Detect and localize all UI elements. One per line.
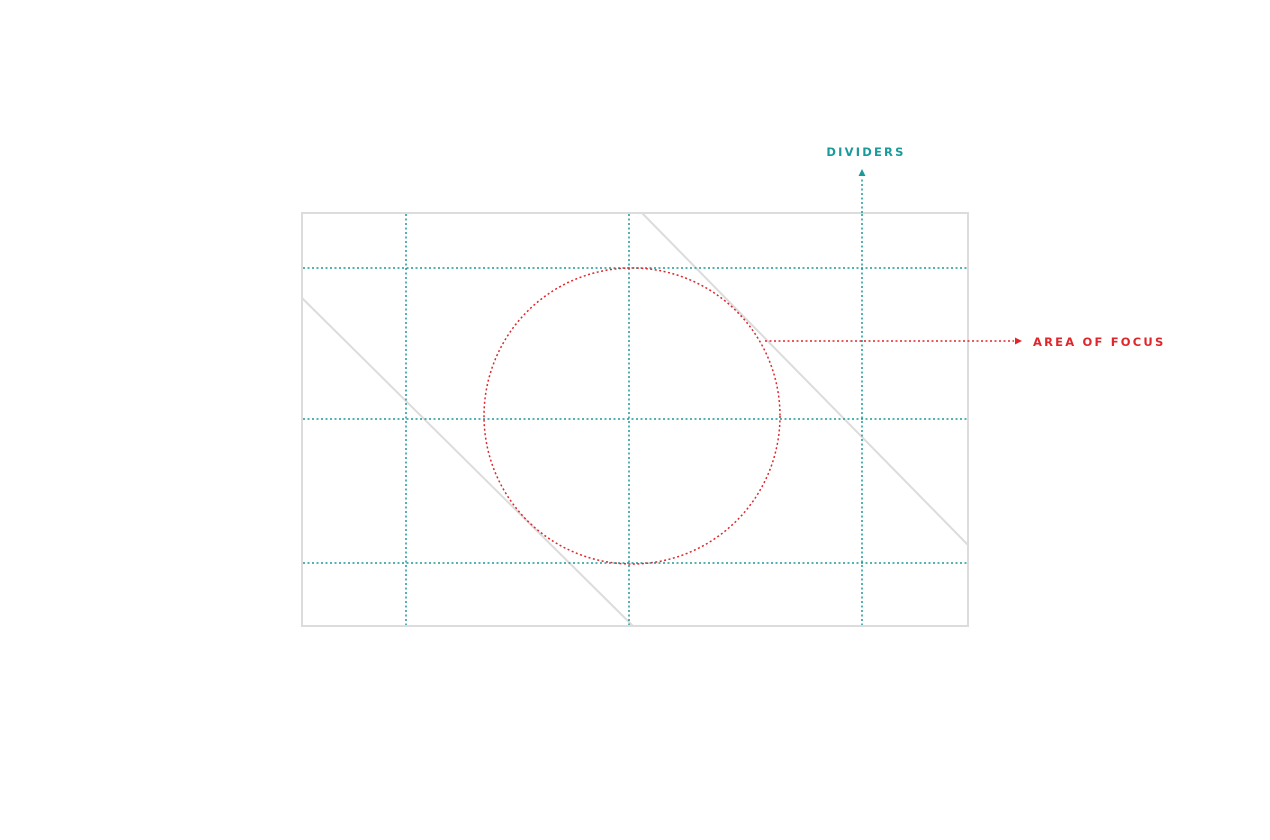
focus-arrowhead (1015, 337, 1022, 345)
dividers-label: DIVIDERS (826, 145, 905, 159)
horizontal-dividers (303, 267, 967, 564)
area-of-focus-circle (483, 267, 781, 565)
diagonal-line-left (301, 297, 634, 627)
vertical-dividers (405, 214, 863, 625)
diagonal-line-right (641, 212, 969, 546)
frame (301, 212, 969, 627)
dividers-arrowhead (858, 169, 866, 176)
area-of-focus-label: AREA OF FOCUS (1033, 335, 1165, 349)
